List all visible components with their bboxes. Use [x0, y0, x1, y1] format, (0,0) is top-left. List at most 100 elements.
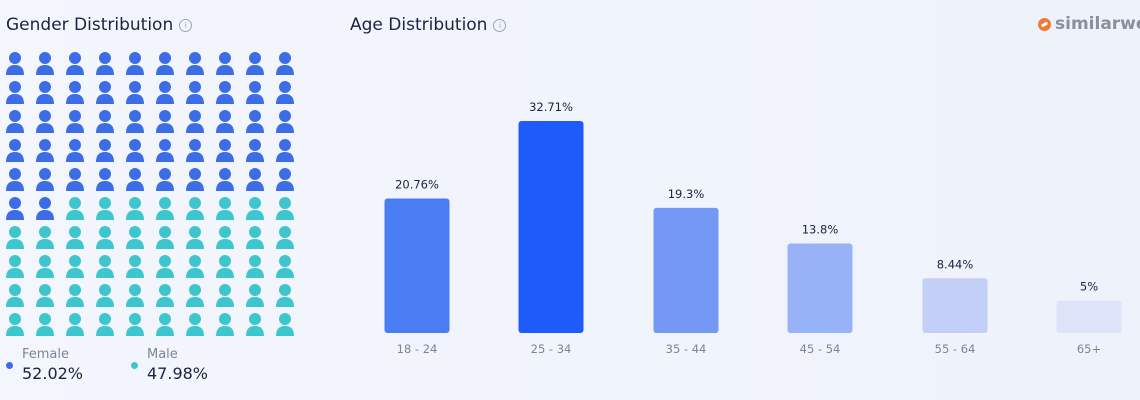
male-person-icon	[36, 255, 54, 278]
male-person-icon	[186, 226, 204, 249]
male-person-icon	[96, 226, 114, 249]
male-person-icon	[96, 313, 114, 336]
female-person-icon	[6, 168, 24, 191]
female-person-icon	[6, 81, 24, 104]
female-person-icon	[276, 110, 294, 133]
gender-title-text: Gender Distribution	[6, 15, 174, 35]
male-dot-icon	[131, 362, 138, 369]
female-person-icon	[96, 81, 114, 104]
age-category-label: 55 - 64	[935, 342, 976, 356]
male-person-icon	[66, 313, 84, 336]
male-person-icon	[186, 255, 204, 278]
female-person-icon	[246, 139, 264, 162]
age-category-label: 25 - 34	[531, 342, 572, 356]
female-person-icon	[66, 81, 84, 104]
female-person-icon	[126, 168, 144, 191]
female-person-icon	[246, 81, 264, 104]
age-bar-value-label: 32.71%	[529, 100, 573, 114]
male-person-icon	[156, 313, 174, 336]
female-value: 52.02%	[22, 364, 84, 383]
male-person-icon	[246, 313, 264, 336]
male-label: Male	[147, 347, 178, 362]
female-person-icon	[96, 110, 114, 133]
age-bar[interactable]	[1056, 300, 1122, 333]
female-person-icon	[216, 52, 234, 75]
age-bar[interactable]	[518, 121, 584, 333]
female-person-icon	[96, 168, 114, 191]
age-category-label: 35 - 44	[666, 342, 707, 356]
age-category-label: 65+	[1077, 342, 1101, 356]
male-person-icon	[156, 197, 174, 220]
age-distribution-title: Age Distribution i	[350, 15, 507, 35]
female-person-icon	[6, 197, 24, 220]
female-person-icon	[66, 52, 84, 75]
female-person-icon	[186, 81, 204, 104]
male-person-icon	[96, 284, 114, 307]
male-person-icon	[96, 255, 114, 278]
gender-distribution-title: Gender Distribution i	[6, 15, 193, 35]
male-person-icon	[126, 313, 144, 336]
female-person-icon	[96, 52, 114, 75]
age-category-label: 45 - 54	[800, 342, 841, 356]
male-person-icon	[246, 255, 264, 278]
male-person-icon	[36, 284, 54, 307]
female-person-icon	[6, 52, 24, 75]
male-person-icon	[246, 284, 264, 307]
age-category-label: 18 - 24	[397, 342, 438, 356]
female-person-icon	[156, 139, 174, 162]
female-dot-icon	[6, 362, 13, 369]
male-person-icon	[156, 284, 174, 307]
age-bar-value-label: 13.8%	[802, 223, 839, 237]
female-person-icon	[36, 110, 54, 133]
age-bar[interactable]	[922, 278, 988, 333]
male-person-icon	[96, 197, 114, 220]
age-bar[interactable]	[787, 243, 853, 333]
female-person-icon	[126, 139, 144, 162]
male-person-icon	[186, 313, 204, 336]
female-person-icon	[246, 52, 264, 75]
female-label: Female	[22, 347, 70, 362]
age-bar-value-label: 20.76%	[395, 177, 439, 191]
male-person-icon	[216, 197, 234, 220]
male-person-icon	[66, 197, 84, 220]
male-person-icon	[246, 226, 264, 249]
age-bar-value-label: 8.44%	[937, 257, 974, 271]
gender-pictograph	[6, 52, 294, 336]
male-person-icon	[216, 255, 234, 278]
female-person-icon	[126, 52, 144, 75]
male-person-icon	[276, 197, 294, 220]
female-person-icon	[156, 52, 174, 75]
male-person-icon	[126, 226, 144, 249]
info-icon[interactable]: i	[493, 18, 507, 32]
female-person-icon	[66, 168, 84, 191]
male-person-icon	[66, 284, 84, 307]
female-person-icon	[186, 110, 204, 133]
male-person-icon	[276, 255, 294, 278]
male-person-icon	[216, 284, 234, 307]
female-person-icon	[186, 139, 204, 162]
age-title-text: Age Distribution	[350, 15, 488, 35]
female-person-icon	[66, 110, 84, 133]
female-person-icon	[126, 110, 144, 133]
female-person-icon	[156, 110, 174, 133]
male-person-icon	[6, 313, 24, 336]
male-person-icon	[276, 284, 294, 307]
female-person-icon	[156, 81, 174, 104]
male-person-icon	[216, 226, 234, 249]
female-person-icon	[126, 81, 144, 104]
male-person-icon	[6, 255, 24, 278]
logo-text: similarwe	[1055, 14, 1140, 34]
info-icon[interactable]: i	[179, 18, 193, 32]
female-person-icon	[216, 168, 234, 191]
male-person-icon	[276, 313, 294, 336]
female-person-icon	[216, 110, 234, 133]
age-bar[interactable]	[653, 207, 719, 333]
male-person-icon	[216, 313, 234, 336]
male-person-icon	[6, 226, 24, 249]
male-person-icon	[186, 284, 204, 307]
female-person-icon	[276, 139, 294, 162]
female-person-icon	[36, 81, 54, 104]
age-bar[interactable]	[384, 198, 450, 333]
male-person-icon	[246, 197, 264, 220]
female-person-icon	[36, 52, 54, 75]
